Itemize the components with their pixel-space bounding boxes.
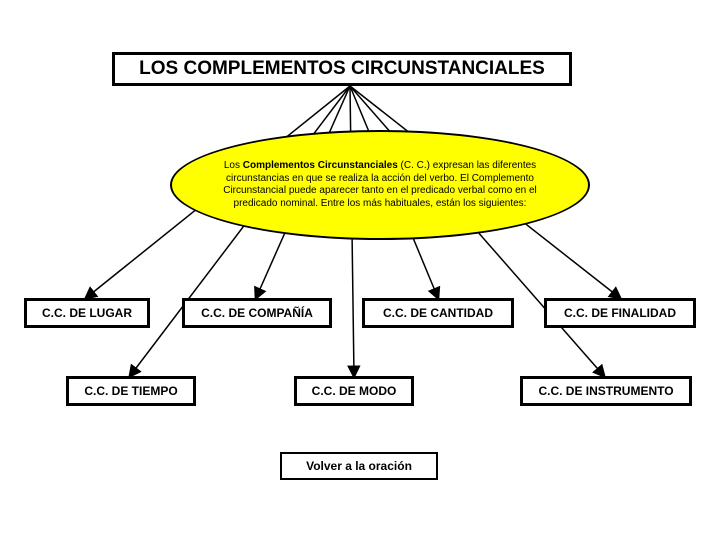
node-label: C.C. DE COMPAÑÍA <box>201 306 313 320</box>
diagram-title: LOS COMPLEMENTOS CIRCUNSTANCIALES <box>112 52 572 86</box>
diagram-title-text: LOS COMPLEMENTOS CIRCUNSTANCIALES <box>139 58 545 80</box>
node-label: C.C. DE FINALIDAD <box>564 306 676 320</box>
definition-text: Los Complementos Circunstanciales (C. C.… <box>208 160 552 210</box>
node-label: C.C. DE LUGAR <box>42 306 132 320</box>
node-modo[interactable]: C.C. DE MODO <box>294 376 414 406</box>
node-cantidad[interactable]: C.C. DE CANTIDAD <box>362 298 514 328</box>
node-label: C.C. DE MODO <box>312 384 397 398</box>
node-lugar[interactable]: C.C. DE LUGAR <box>24 298 150 328</box>
node-instrumento[interactable]: C.C. DE INSTRUMENTO <box>520 376 692 406</box>
definition-ellipse: Los Complementos Circunstanciales (C. C.… <box>170 130 590 240</box>
definition-bold: Complementos Circunstanciales <box>243 160 398 171</box>
back-to-sentence-link[interactable]: Volver a la oración <box>280 452 438 480</box>
back-link-label: Volver a la oración <box>306 459 412 473</box>
node-label: C.C. DE INSTRUMENTO <box>538 384 673 398</box>
node-finalidad[interactable]: C.C. DE FINALIDAD <box>544 298 696 328</box>
node-label: C.C. DE CANTIDAD <box>383 306 493 320</box>
node-tiempo[interactable]: C.C. DE TIEMPO <box>66 376 196 406</box>
node-label: C.C. DE TIEMPO <box>84 384 177 398</box>
definition-prefix: Los <box>224 160 243 171</box>
node-compania[interactable]: C.C. DE COMPAÑÍA <box>182 298 332 328</box>
